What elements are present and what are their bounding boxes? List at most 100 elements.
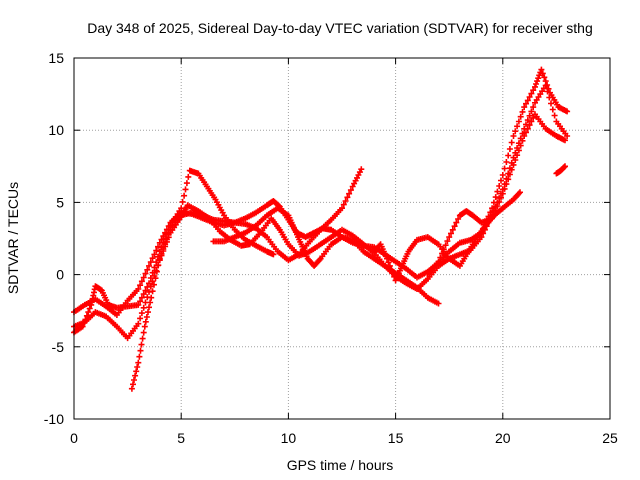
data-point (155, 262, 162, 269)
data-point (535, 75, 542, 82)
data-point (492, 194, 499, 201)
data-point (503, 181, 510, 188)
data-point (538, 66, 545, 73)
data-point (342, 198, 349, 204)
data-point (532, 83, 538, 90)
data-point (517, 142, 524, 149)
data-point (490, 211, 497, 218)
data-point (446, 234, 453, 241)
data-point (149, 288, 156, 295)
data-point (133, 368, 140, 375)
data-point (506, 171, 513, 178)
data-point (165, 231, 172, 238)
data-point (140, 274, 147, 281)
data-point (340, 201, 347, 208)
data-point (498, 177, 504, 184)
data-point (149, 278, 156, 285)
data-point (515, 118, 522, 125)
data-point (524, 97, 531, 104)
data-point (514, 123, 521, 130)
x-tick-label: 5 (177, 430, 185, 446)
data-point (435, 300, 442, 307)
data-point (158, 250, 165, 257)
data-point (515, 147, 522, 154)
data-point (153, 259, 160, 266)
data-point (499, 172, 506, 178)
data-point (506, 146, 513, 152)
data-point (551, 112, 558, 119)
data-point (183, 180, 190, 187)
data-point (528, 108, 535, 115)
y-tick-label: -10 (44, 411, 64, 427)
data-point (512, 128, 519, 135)
data-point (530, 87, 537, 94)
data-point (138, 310, 145, 317)
data-point (521, 104, 528, 111)
data-point (153, 247, 160, 254)
series-track-8 (553, 163, 568, 177)
x-tick-label: 25 (602, 430, 618, 446)
y-tick-label: 15 (48, 50, 64, 66)
data-point (562, 137, 568, 144)
data-point (141, 323, 148, 330)
data-point (136, 353, 143, 360)
x-tick-label: 10 (281, 430, 297, 446)
data-point (147, 259, 154, 266)
data-point (539, 70, 546, 77)
data-point (494, 188, 501, 195)
data-point (153, 268, 160, 275)
data-point (339, 205, 345, 212)
data-point (533, 81, 539, 87)
data-point (503, 159, 510, 165)
data-point (142, 270, 149, 277)
data-point (536, 72, 543, 79)
x-tick-label: 0 (70, 430, 78, 446)
data-point (519, 137, 526, 144)
data-point (145, 309, 151, 316)
data-point (86, 305, 93, 312)
data-point (142, 287, 149, 294)
data-point (135, 320, 142, 327)
data-point (498, 194, 504, 201)
data-point (508, 139, 515, 146)
data-point (519, 108, 526, 115)
data-point (384, 255, 390, 262)
data-point (358, 166, 365, 173)
series-track-7 (424, 111, 568, 277)
data-point (151, 264, 158, 271)
data-point (79, 323, 86, 330)
data-point (386, 262, 393, 269)
data-point (347, 187, 354, 194)
data-point (144, 283, 151, 290)
data-point (135, 301, 142, 308)
data-point (147, 299, 154, 306)
data-point (181, 192, 188, 199)
data-point (156, 255, 163, 262)
data-point (448, 230, 454, 237)
data-point (151, 281, 157, 288)
data-point (439, 250, 446, 257)
data-point (137, 298, 144, 305)
data-point (83, 312, 90, 319)
data-point (316, 256, 323, 263)
y-tick-label: -5 (52, 339, 65, 355)
data-point (135, 359, 142, 366)
data-point (541, 74, 548, 81)
data-point (143, 314, 150, 320)
data-point (163, 236, 170, 243)
data-point (138, 278, 145, 285)
data-point (142, 318, 149, 325)
data-point (149, 255, 156, 262)
data-point (135, 286, 142, 292)
data-point (523, 129, 529, 136)
x-tick-label: 20 (495, 430, 511, 446)
x-axis-label: GPS time / hours (287, 457, 394, 473)
data-point (564, 133, 571, 139)
data-point (140, 304, 147, 311)
y-tick-label: 5 (56, 194, 64, 210)
axis-ticks: 0 5 10 15 20 25 -10 -5 0 5 10 15 (44, 50, 618, 446)
data-point (524, 117, 531, 124)
data-point (162, 241, 169, 248)
data-point (160, 246, 167, 253)
